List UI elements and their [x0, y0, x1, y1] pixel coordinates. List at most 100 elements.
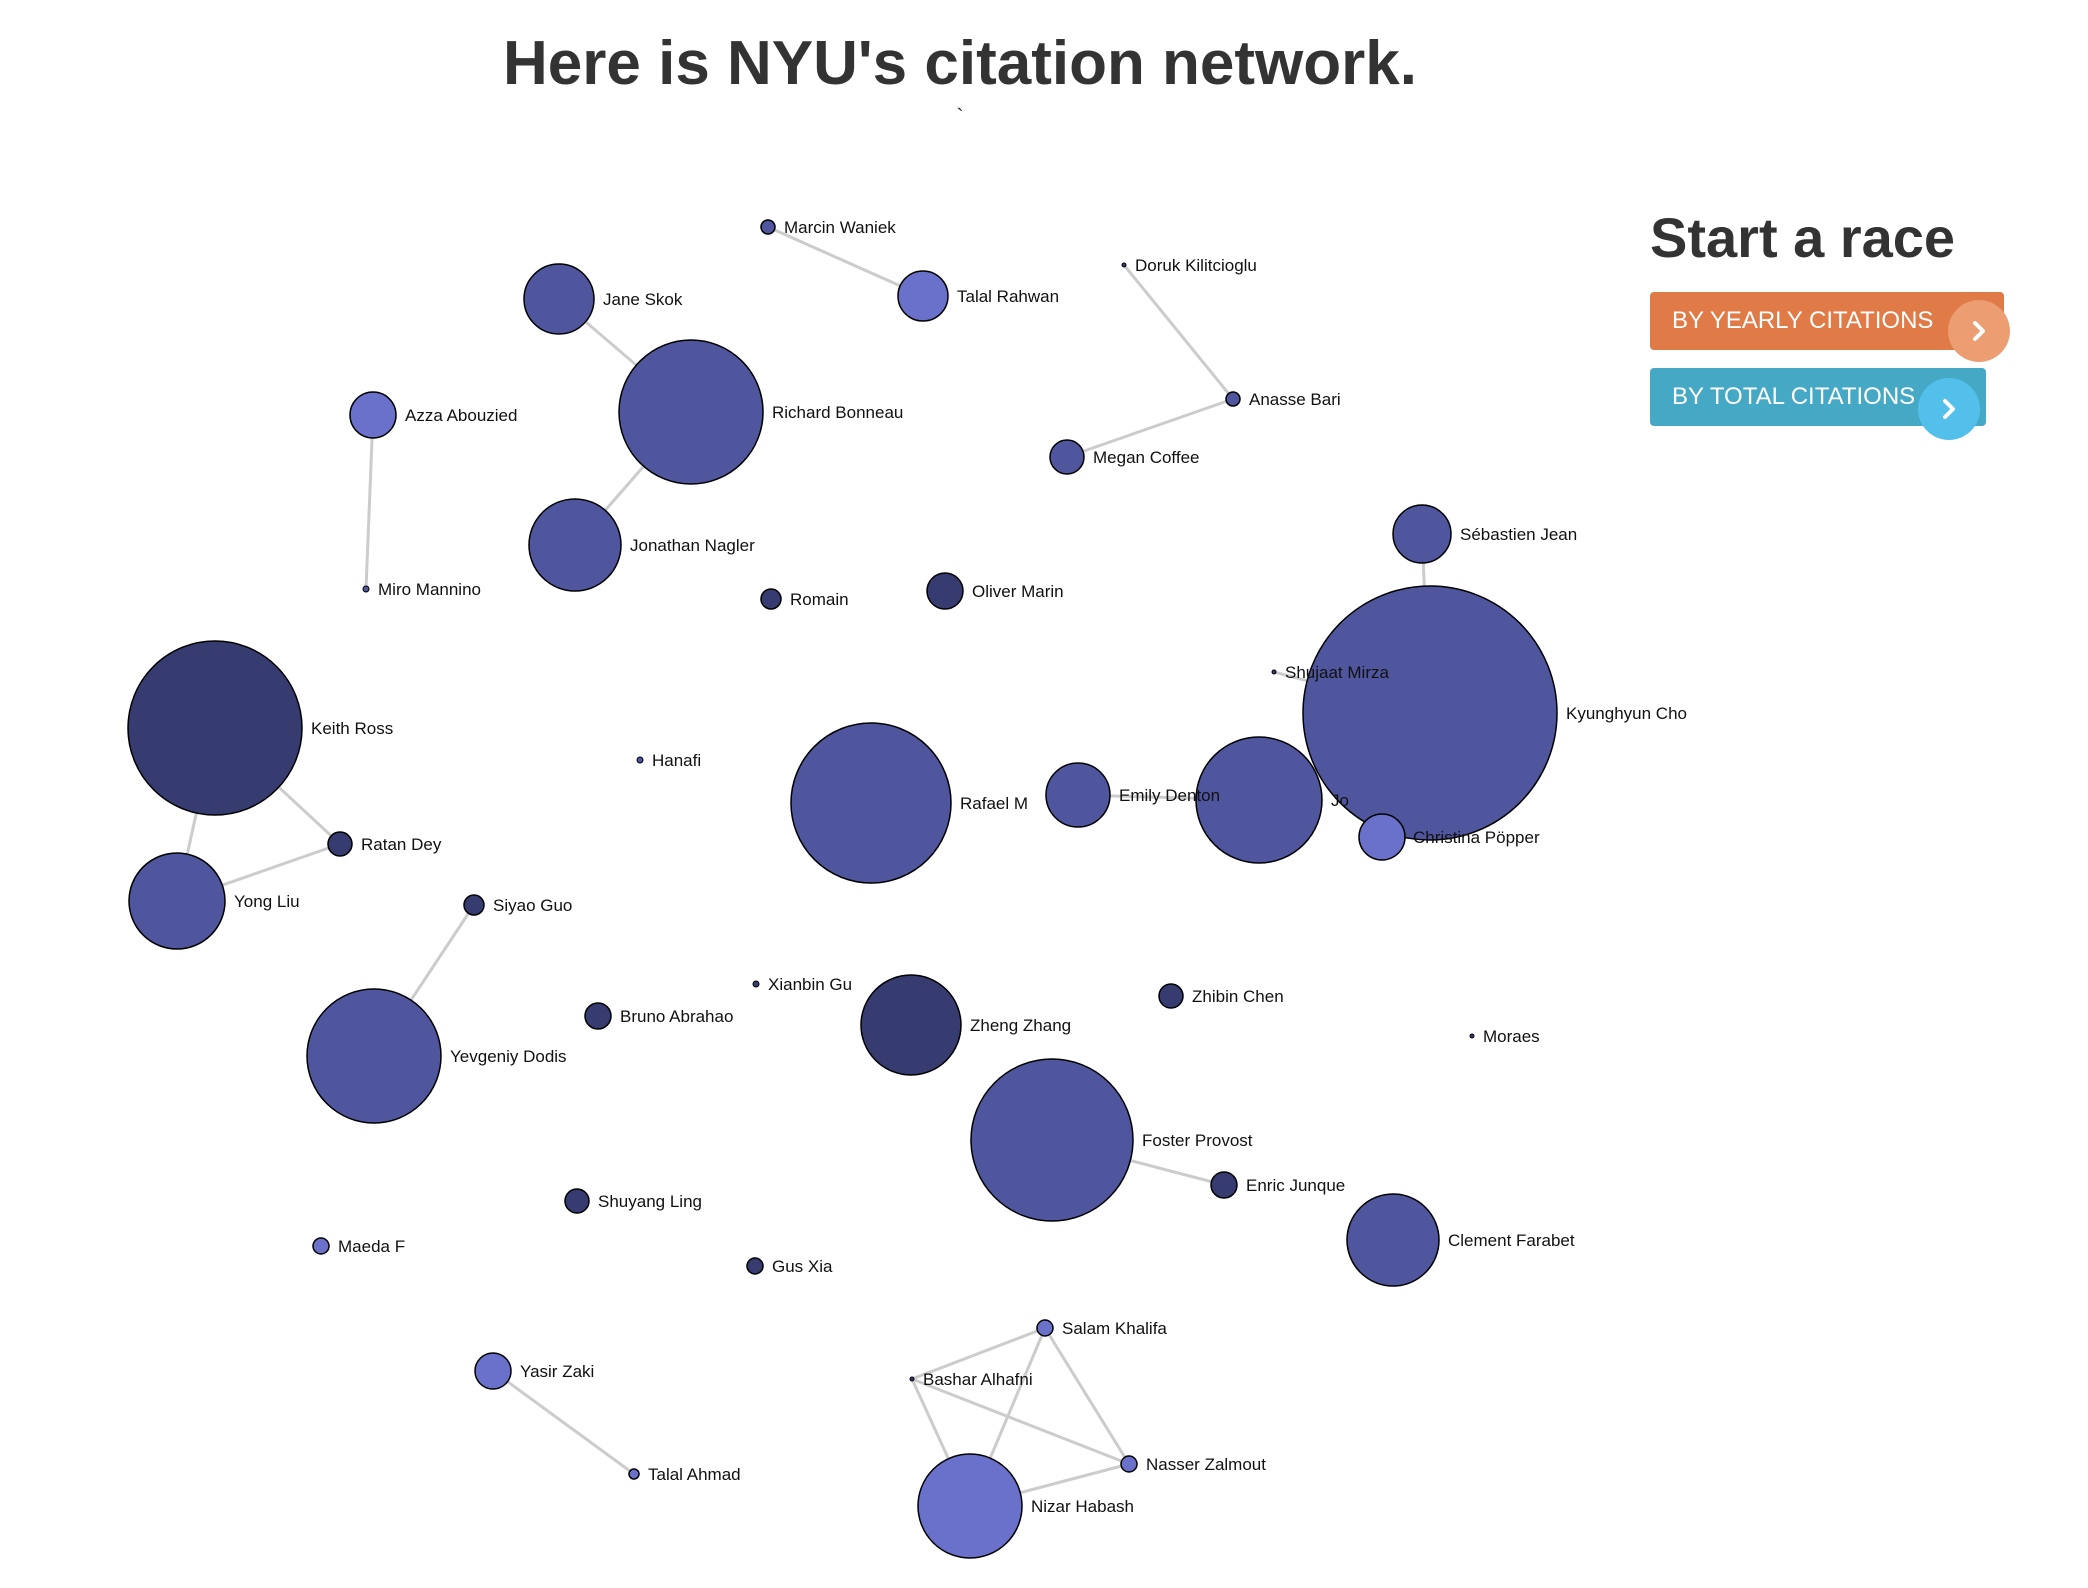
node-christina[interactable]	[1358, 813, 1406, 861]
node-label-bruno: Bruno Abrahao	[620, 1007, 733, 1026]
node-label-azza: Azza Abouzied	[405, 406, 517, 425]
node-label-xianbin: Xianbin Gu	[768, 975, 852, 994]
edge-azza-miro	[364, 414, 375, 590]
node-label-talal_r: Talal Rahwan	[957, 287, 1059, 306]
node-ratan[interactable]	[327, 831, 353, 857]
node-label-yong: Yong Liu	[234, 892, 300, 911]
node-label-clement: Clement Farabet	[1448, 1231, 1575, 1250]
node-anasse[interactable]	[1225, 391, 1241, 407]
node-richard[interactable]	[618, 339, 764, 485]
node-miro[interactable]	[362, 585, 370, 593]
race-by-yearly-citations-button[interactable]: BY YEARLY CITATIONS	[1650, 292, 2010, 362]
node-zhibin[interactable]	[1158, 983, 1184, 1009]
node-label-enric: Enric Junque	[1246, 1176, 1345, 1195]
node-gus[interactable]	[746, 1257, 764, 1275]
node-talal_a[interactable]	[628, 1468, 640, 1480]
node-moraes[interactable]	[1469, 1033, 1475, 1039]
node-label-ratan: Ratan Dey	[361, 835, 442, 854]
node-layer: Marcin Waniek Talal Rahwan Jane Skok Richar…	[127, 218, 1687, 1559]
node-talal_r[interactable]	[897, 270, 949, 322]
node-siyao[interactable]	[463, 894, 485, 916]
node-label-rafael: Rafael M	[960, 794, 1028, 813]
node-label-megan: Megan Coffee	[1093, 448, 1199, 467]
node-label-anasse: Anasse Bari	[1249, 390, 1341, 409]
node-rafael[interactable]	[790, 722, 952, 884]
edge-anasse-megan	[1066, 397, 1234, 459]
node-kyunghyun[interactable]	[1302, 585, 1558, 841]
edge-salam-bashar	[911, 1326, 1046, 1381]
node-yong[interactable]	[128, 852, 226, 950]
node-label-zheng: Zheng Zhang	[970, 1016, 1071, 1035]
node-emily[interactable]	[1045, 762, 1111, 828]
total-button-label: BY TOTAL CITATIONS	[1672, 383, 1916, 410]
node-romain[interactable]	[760, 588, 782, 610]
node-label-foster: Foster Provost	[1142, 1131, 1253, 1150]
node-label-doruk: Doruk Kilitcioglu	[1135, 256, 1257, 275]
node-label-keith: Keith Ross	[311, 719, 393, 738]
edge-yasir-talal_a	[492, 1369, 635, 1476]
node-marcin[interactable]	[760, 219, 776, 235]
node-label-yasir: Yasir Zaki	[520, 1362, 594, 1381]
node-jo[interactable]	[1195, 736, 1323, 864]
node-label-miro: Miro Mannino	[378, 580, 481, 599]
node-nizar[interactable]	[917, 1453, 1023, 1559]
node-label-bashar: Bashar Alhafni	[923, 1370, 1033, 1389]
node-shujaat[interactable]	[1271, 669, 1277, 675]
node-label-jonathan: Jonathan Nagler	[630, 536, 755, 555]
node-label-nizar: Nizar Habash	[1031, 1497, 1134, 1516]
node-bashar[interactable]	[909, 1376, 915, 1382]
node-nasser[interactable]	[1120, 1455, 1138, 1473]
node-label-maeda: Maeda F	[338, 1237, 405, 1256]
node-enric[interactable]	[1210, 1171, 1238, 1199]
node-label-jo: Jo	[1331, 791, 1349, 810]
node-doruk[interactable]	[1121, 262, 1127, 268]
node-keith[interactable]	[127, 640, 303, 816]
node-bruno[interactable]	[584, 1002, 612, 1030]
node-label-shuyang: Shuyang Ling	[598, 1192, 702, 1211]
edge-marcin-talal_r	[767, 225, 924, 298]
node-yasir[interactable]	[474, 1352, 512, 1390]
node-label-romain: Romain	[790, 590, 849, 609]
chevron-right-icon[interactable]	[1918, 378, 1980, 440]
node-foster[interactable]	[970, 1058, 1134, 1222]
node-maeda[interactable]	[312, 1237, 330, 1255]
node-label-yevgeniy: Yevgeniy Dodis	[450, 1047, 567, 1066]
page-title: Here is NYU's citation network.	[503, 29, 1417, 98]
page-subtitle: `	[956, 104, 964, 129]
chevron-right-icon[interactable]	[1948, 300, 2010, 362]
node-azza[interactable]	[349, 391, 397, 439]
node-jonathan[interactable]	[528, 498, 622, 592]
node-megan[interactable]	[1049, 439, 1085, 475]
node-label-talal_a: Talal Ahmad	[648, 1465, 741, 1484]
edge-bashar-nasser	[911, 1377, 1130, 1466]
node-salam[interactable]	[1036, 1319, 1054, 1337]
node-label-marcin: Marcin Waniek	[784, 218, 896, 237]
node-label-nasser: Nasser Zalmout	[1146, 1455, 1266, 1474]
race-panel: Start a race BY YEARLY CITATIONS BY TOTA…	[1650, 205, 2030, 444]
node-label-moraes: Moraes	[1483, 1027, 1540, 1046]
node-hanafi[interactable]	[636, 756, 644, 764]
node-label-gus: Gus Xia	[772, 1257, 833, 1276]
node-yevgeniy[interactable]	[306, 988, 442, 1124]
node-shuyang[interactable]	[564, 1188, 590, 1214]
node-clement[interactable]	[1346, 1193, 1440, 1287]
node-label-christina: Christina Pöpper	[1413, 828, 1540, 847]
node-label-zhibin: Zhibin Chen	[1192, 987, 1284, 1006]
node-oliver[interactable]	[926, 572, 964, 610]
node-label-sebastien: Sébastien Jean	[1460, 525, 1577, 544]
node-jane[interactable]	[523, 263, 595, 335]
node-xianbin[interactable]	[752, 980, 760, 988]
yearly-button-label: BY YEARLY CITATIONS	[1672, 307, 1934, 334]
node-label-siyao: Siyao Guo	[493, 896, 572, 915]
node-label-emily: Emily Denton	[1119, 786, 1220, 805]
node-label-hanafi: Hanafi	[652, 751, 701, 770]
edge-doruk-anasse	[1122, 264, 1235, 400]
node-zheng[interactable]	[860, 974, 962, 1076]
node-label-salam: Salam Khalifa	[1062, 1319, 1167, 1338]
node-label-richard: Richard Bonneau	[772, 403, 903, 422]
race-by-total-citations-button[interactable]: BY TOTAL CITATIONS	[1650, 368, 1986, 440]
node-sebastien[interactable]	[1392, 504, 1452, 564]
node-label-oliver: Oliver Marin	[972, 582, 1064, 601]
race-heading: Start a race	[1650, 206, 1956, 269]
